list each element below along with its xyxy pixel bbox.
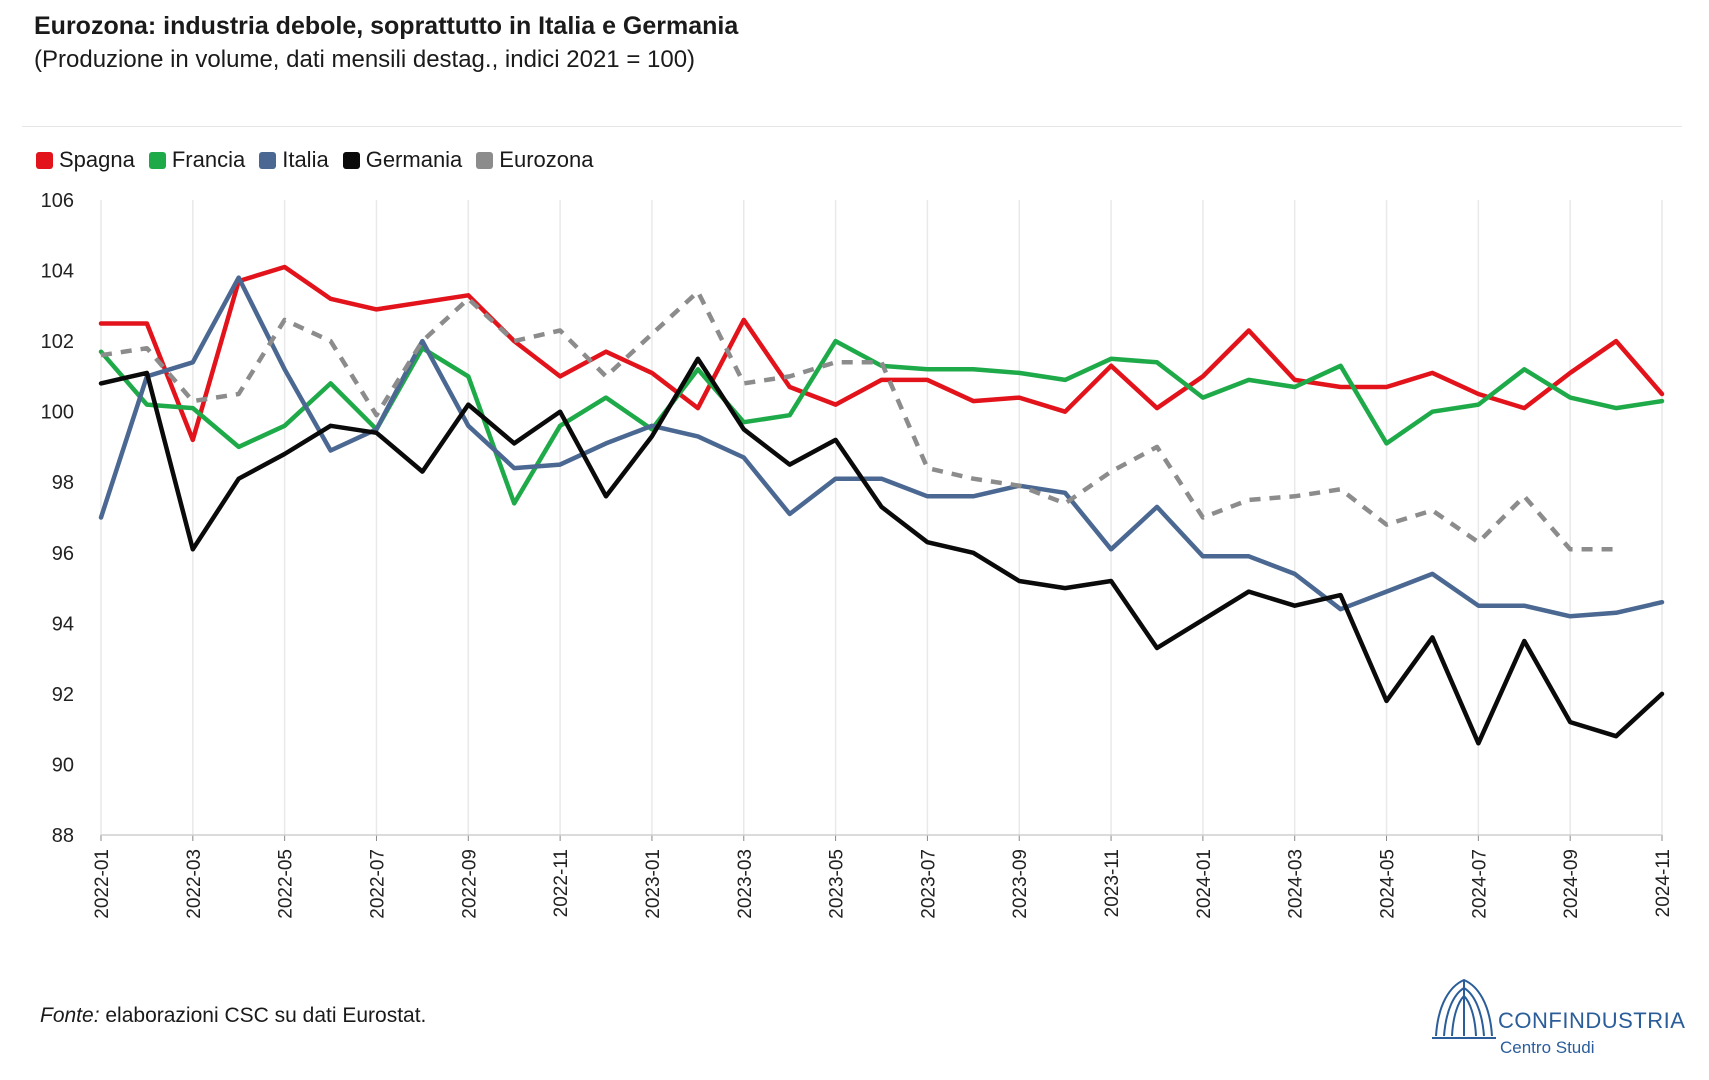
source-note: Fonte: elaborazioni CSC su dati Eurostat… bbox=[40, 1004, 426, 1028]
logo-name: CONFINDUSTRIA bbox=[1498, 1008, 1686, 1033]
y-tick-label-96: 96 bbox=[52, 543, 74, 565]
x-tick-label-2022-11: 2022-11 bbox=[551, 849, 572, 917]
y-tick-label-92: 92 bbox=[52, 684, 74, 706]
x-tick-label-2024-09: 2024-09 bbox=[1561, 849, 1582, 919]
x-tick-label-2023-09: 2023-09 bbox=[1010, 849, 1031, 919]
x-tick-label-2024-07: 2024-07 bbox=[1469, 849, 1490, 919]
legend-item-eurozona: Eurozona bbox=[476, 147, 593, 173]
y-tick-label-94: 94 bbox=[52, 613, 74, 635]
legend-label-germania: Germania bbox=[365, 147, 463, 172]
y-tick-label-100: 100 bbox=[41, 402, 74, 424]
x-tick-label-2023-07: 2023-07 bbox=[918, 849, 939, 919]
confindustria-emblem-icon bbox=[1432, 978, 1496, 1039]
x-tick-label-2022-01: 2022-01 bbox=[92, 849, 113, 919]
x-tick-label-2022-03: 2022-03 bbox=[184, 849, 205, 919]
x-tick-label-2022-09: 2022-09 bbox=[459, 849, 480, 919]
x-tick-label-2022-07: 2022-07 bbox=[367, 849, 388, 919]
y-tick-label-104: 104 bbox=[41, 261, 74, 283]
x-tick-label-2022-05: 2022-05 bbox=[276, 849, 297, 919]
y-tick-label-88: 88 bbox=[52, 825, 74, 847]
legend-label-eurozona: Eurozona bbox=[499, 147, 594, 172]
legend-swatch-germania bbox=[342, 151, 360, 169]
legend-swatch-eurozona bbox=[476, 151, 494, 169]
legend-swatch-italia bbox=[259, 151, 277, 169]
legend-label-francia: Francia bbox=[171, 147, 246, 172]
legend-item-spagna: Spagna bbox=[36, 147, 135, 173]
x-tick-label-2023-05: 2023-05 bbox=[827, 849, 848, 919]
confindustria-logo: CONFINDUSTRIA Centro Studi bbox=[1430, 968, 1690, 1064]
logo-subtitle: Centro Studi bbox=[1500, 1038, 1595, 1057]
x-tick-label-2023-11: 2023-11 bbox=[1102, 849, 1123, 917]
y-tick-label-98: 98 bbox=[52, 472, 74, 494]
x-tick-label-2024-01: 2024-01 bbox=[1194, 849, 1215, 919]
series-line-italia bbox=[98, 275, 1665, 619]
series-line-spagna bbox=[98, 264, 1665, 443]
legend-swatch-francia bbox=[148, 151, 166, 169]
legend-label-spagna: Spagna bbox=[59, 147, 135, 172]
legend-item-germania: Germania bbox=[342, 147, 463, 173]
header-divider bbox=[22, 126, 1682, 127]
x-tick-label-2023-03: 2023-03 bbox=[735, 849, 756, 919]
chart-title: Eurozona: industria debole, soprattutto … bbox=[34, 12, 739, 40]
x-tick-label-2024-05: 2024-05 bbox=[1378, 849, 1399, 919]
legend: Spagna Francia Italia Germania Eurozona bbox=[36, 147, 607, 173]
source-text: elaborazioni CSC su dati Eurostat. bbox=[99, 1004, 427, 1027]
x-tick-label-2024-03: 2024-03 bbox=[1286, 849, 1307, 919]
legend-item-francia: Francia bbox=[148, 147, 246, 173]
line-chart: 2022-01 2022-03 2022-05 2022-07 2022-09 2022-… bbox=[41, 190, 1674, 919]
x-tick-label-2024-11: 2024-11 bbox=[1653, 849, 1674, 917]
x-tick-label-2023-01: 2023-01 bbox=[643, 849, 664, 919]
legend-label-italia: Italia bbox=[282, 147, 329, 172]
legend-swatch-spagna bbox=[36, 151, 53, 169]
legend-item-italia: Italia bbox=[259, 147, 329, 173]
series-line-germania bbox=[98, 356, 1665, 746]
y-tick-label-90: 90 bbox=[52, 754, 74, 776]
y-tick-label-106: 106 bbox=[41, 190, 74, 212]
source-label: Fonte: bbox=[40, 1004, 100, 1027]
chart-subtitle: (Produzione in volume, dati mensili dest… bbox=[34, 46, 696, 73]
series-line-eurozona bbox=[100, 289, 1617, 552]
y-tick-label-102: 102 bbox=[41, 331, 74, 353]
